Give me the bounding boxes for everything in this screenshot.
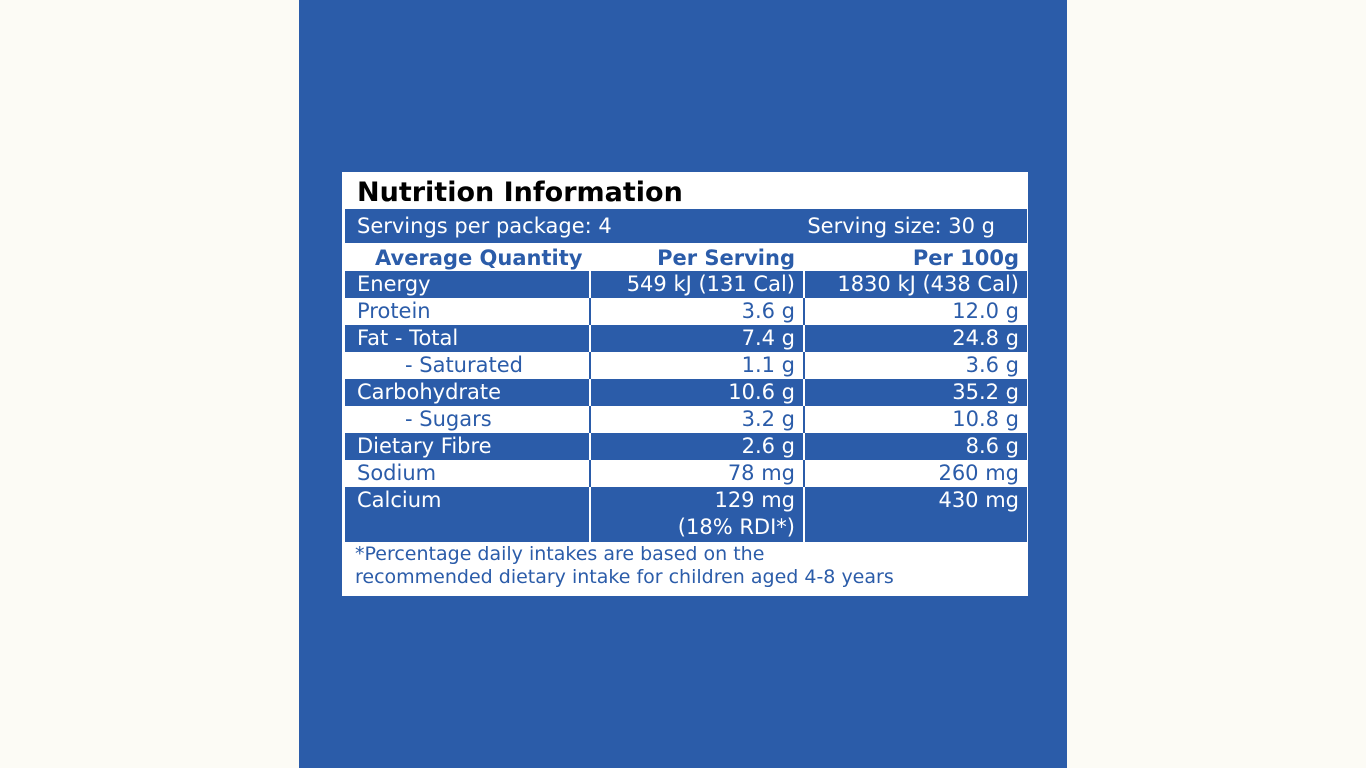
nutrition-label: Nutrition Information Servings per packa…	[342, 172, 1028, 596]
per-100g-value: 8.6 g	[965, 434, 1019, 458]
table-row-protein: Protein 3.6 g 12.0 g	[345, 298, 1027, 325]
nutrient-name: Protein	[357, 299, 431, 323]
per-100g-value: 10.8 g	[952, 407, 1019, 431]
nutrient-name: - Sugars	[405, 407, 492, 431]
footnote-line-1: *Percentage daily intakes are based on t…	[355, 543, 765, 565]
per-serving-value: 2.6 g	[589, 433, 805, 460]
nutrient-table: Energy 549 kJ (131 Cal) 1830 kJ (438 Cal…	[345, 271, 1027, 542]
column-header-per-100g: Per 100g	[912, 246, 1019, 270]
column-headers: Average Quantity Per Serving Per 100g	[345, 245, 1027, 271]
table-row-carbohydrate: Carbohydrate 10.6 g 35.2 g	[345, 379, 1027, 406]
nutrient-name: Carbohydrate	[357, 380, 502, 404]
table-row-dietary-fibre: Dietary Fibre 2.6 g 8.6 g	[345, 433, 1027, 460]
label-title: Nutrition Information	[357, 177, 683, 208]
table-row-fat-total: Fat - Total 7.4 g 24.8 g	[345, 325, 1027, 352]
per-serving-value: 10.6 g	[589, 379, 805, 406]
nutrient-name: Sodium	[357, 461, 437, 485]
rdi-note: (18% RDI*)	[677, 515, 795, 539]
footnote-line-2: recommended dietary intake for children …	[355, 566, 894, 588]
per-serving-value: 3.2 g	[589, 406, 805, 433]
per-serving-value: 129 mg	[714, 488, 795, 512]
nutrient-name: Energy	[357, 272, 431, 296]
per-serving-cell: 129 mg (18% RDI*)	[589, 487, 805, 542]
nutrient-name: Fat - Total	[357, 326, 459, 350]
servings-per-package: Servings per package: 4	[357, 214, 612, 238]
per-100g-value: 1830 kJ (438 Cal)	[837, 272, 1019, 296]
per-100g-value: 260 mg	[938, 461, 1019, 485]
per-100g-value: 430 mg	[938, 488, 1019, 512]
per-serving-value: 7.4 g	[589, 325, 805, 352]
per-100g-value: 24.8 g	[952, 326, 1019, 350]
column-header-quantity: Average Quantity	[375, 246, 583, 270]
table-row-sugars: - Sugars 3.2 g 10.8 g	[345, 406, 1027, 433]
per-serving-value: 3.6 g	[589, 298, 805, 325]
per-serving-value: 1.1 g	[589, 352, 805, 379]
nutrient-name: - Saturated	[405, 353, 523, 377]
per-100g-value: 12.0 g	[952, 299, 1019, 323]
per-100g-value: 35.2 g	[952, 380, 1019, 404]
table-row-calcium: Calcium 129 mg (18% RDI*) 430 mg	[345, 487, 1027, 542]
serving-size: Serving size: 30 g	[807, 214, 995, 238]
nutrient-name: Dietary Fibre	[357, 434, 492, 458]
nutrient-name: Calcium	[357, 488, 442, 512]
per-100g-value: 3.6 g	[965, 353, 1019, 377]
table-row-energy: Energy 549 kJ (131 Cal) 1830 kJ (438 Cal…	[345, 271, 1027, 298]
per-serving-value: 78 mg	[589, 460, 805, 487]
table-row-saturated: - Saturated 1.1 g 3.6 g	[345, 352, 1027, 379]
column-header-per-serving: Per Serving	[657, 246, 795, 270]
footnote: *Percentage daily intakes are based on t…	[355, 543, 1025, 589]
table-row-sodium: Sodium 78 mg 260 mg	[345, 460, 1027, 487]
per-serving-value: 549 kJ (131 Cal)	[589, 271, 805, 298]
servings-bar: Servings per package: 4 Serving size: 30…	[345, 209, 1027, 243]
